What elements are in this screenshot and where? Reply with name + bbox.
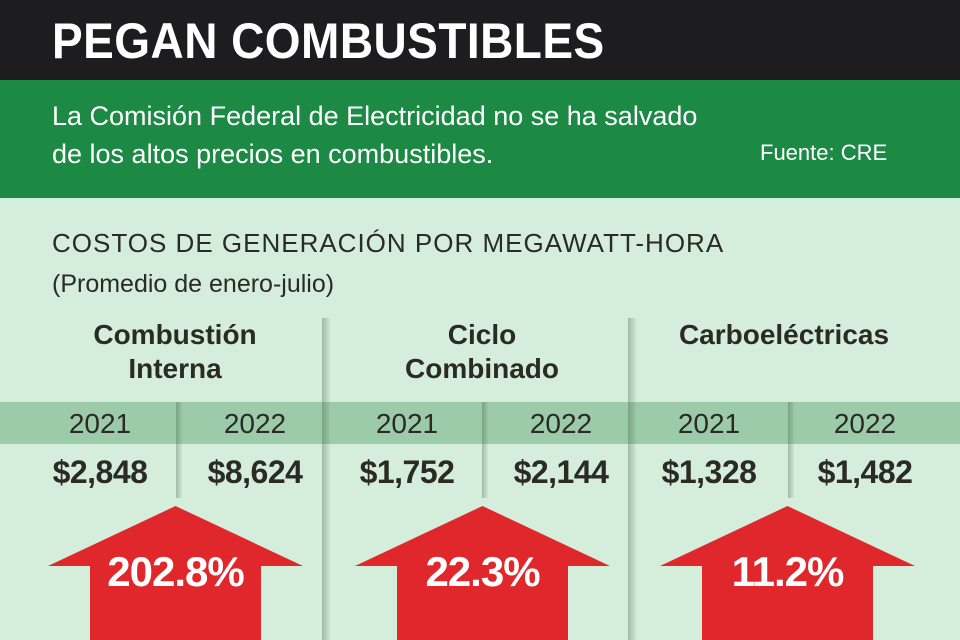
category-label-line: Carboeléctricas: [678, 319, 890, 350]
year-divider: [788, 402, 794, 498]
year-band: [0, 402, 960, 444]
arrow-shape: [355, 506, 610, 640]
year-label: 2021: [375, 408, 439, 439]
year-label: 2022: [529, 408, 593, 439]
value-label: $2,144: [513, 454, 609, 490]
page-title: PEGAN COMBUSTIBLES: [52, 13, 605, 69]
category-divider: [322, 318, 330, 640]
value-label: $1,482: [817, 454, 913, 490]
percent-change-label: 11.2%: [731, 548, 845, 595]
subtitle-bar: [0, 80, 960, 198]
year-label: 2022: [833, 408, 897, 439]
category-label-line: Combinado: [405, 353, 559, 384]
title-bar: [0, 0, 960, 80]
increase-arrow-icon: [48, 506, 303, 640]
category-label-line: Ciclo: [447, 319, 517, 350]
value-label: $1,328: [661, 454, 757, 490]
subtitle-line-1: La Comisión Federal de Electricidad no s…: [52, 101, 698, 131]
year-divider: [176, 402, 182, 498]
value-label: $8,624: [207, 454, 303, 490]
percent-change-label: 202.8%: [107, 548, 244, 595]
increase-arrow-icon: [355, 506, 610, 640]
year-label: 2021: [677, 408, 741, 439]
subtitle-text: La Comisión Federal de Electricidad no s…: [52, 97, 852, 173]
year-label: 2021: [68, 408, 132, 439]
chart-title: COSTOS DE GENERACIÓN POR MEGAWATT-HORA: [52, 228, 725, 258]
value-label: $1,752: [359, 454, 455, 490]
source-label: Fuente: CRE: [760, 140, 888, 165]
arrow-shape: [48, 506, 303, 640]
year-label: 2022: [223, 408, 287, 439]
category-label-ciclo-combinado: Ciclo Combinado: [332, 318, 632, 386]
year-divider: [482, 402, 488, 498]
category-divider: [628, 318, 636, 640]
arrow-shape: [660, 506, 915, 640]
category-label-combustion-interna: Combustión Interna: [25, 318, 325, 386]
percent-change-label: 22.3%: [425, 548, 540, 595]
subtitle-line-2: de los altos precios en combustibles.: [52, 139, 494, 169]
category-label-line: Interna: [128, 353, 222, 384]
chart-subtitle: (Promedio de enero-julio): [52, 270, 335, 298]
increase-arrow-icon: [660, 506, 915, 640]
category-label-line: Combustión: [93, 319, 257, 350]
category-label-carboelectricas: Carboeléctricas: [634, 318, 934, 352]
value-label: $2,848: [52, 454, 148, 490]
